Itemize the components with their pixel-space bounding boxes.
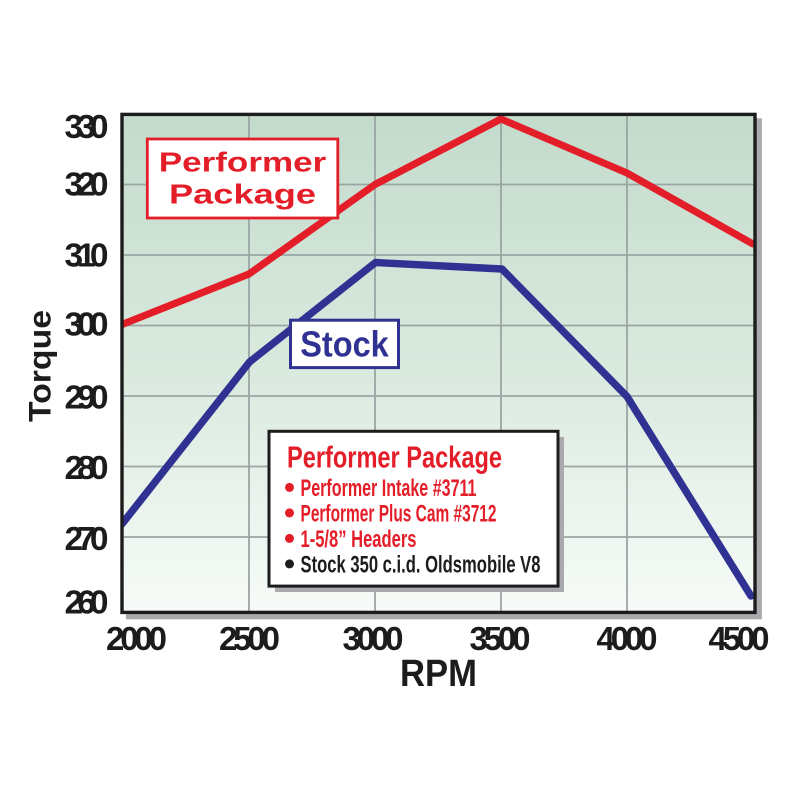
svg-text:4000: 4000 (597, 620, 658, 657)
svg-text:320: 320 (65, 166, 109, 203)
svg-text:3500: 3500 (470, 620, 531, 657)
svg-text:310: 310 (65, 237, 109, 274)
svg-text:280: 280 (65, 450, 109, 487)
svg-text:Torque: Torque (22, 310, 58, 422)
svg-text:Performer Plus Cam #3712: Performer Plus Cam #3712 (301, 501, 497, 528)
svg-text:300: 300 (65, 307, 109, 344)
svg-text:Performer: Performer (159, 147, 327, 178)
svg-text:Package: Package (169, 179, 316, 210)
svg-text:290: 290 (65, 380, 109, 417)
svg-text:Stock 350 c.i.d. Oldsmobile V8: Stock 350 c.i.d. Oldsmobile V8 (301, 552, 541, 579)
svg-text:2000: 2000 (106, 620, 167, 657)
svg-text:RPM: RPM (400, 653, 477, 695)
svg-text:330: 330 (65, 109, 109, 146)
svg-text:260: 260 (65, 584, 109, 621)
svg-text:Stock: Stock (300, 324, 389, 365)
svg-text:270: 270 (65, 521, 109, 558)
svg-text:4500: 4500 (709, 620, 770, 657)
svg-text:2500: 2500 (219, 620, 280, 657)
svg-text:1-5/8” Headers: 1-5/8” Headers (301, 526, 417, 553)
svg-text:Performer Package: Performer Package (287, 440, 502, 475)
svg-text:Performer Intake #3711: Performer Intake #3711 (301, 475, 477, 502)
svg-text:3000: 3000 (343, 620, 404, 657)
